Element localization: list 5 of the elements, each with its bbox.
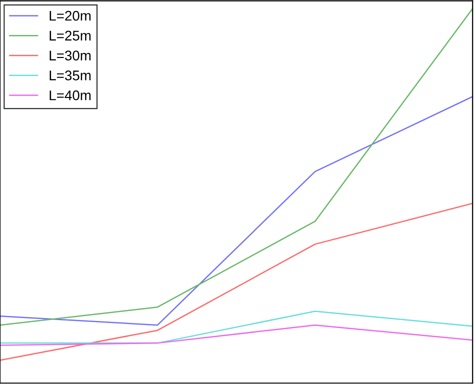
- legend-label: L=35m: [50, 70, 91, 80]
- legend-label: L=25m: [50, 30, 91, 41]
- legend-label: L=40m: [50, 90, 91, 100]
- legend-label: L=30m: [50, 50, 91, 60]
- legend-label: L=20m: [50, 10, 91, 21]
